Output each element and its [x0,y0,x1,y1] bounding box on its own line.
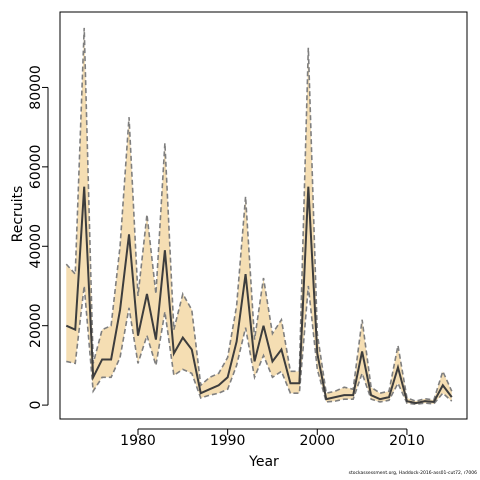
x-tick-label: 2010 [389,433,425,449]
y-tick-label: 60000 [28,145,44,190]
estimate-line [65,186,453,405]
confidence-band [66,27,452,405]
y-axis-title: Recruits [10,186,26,243]
source-footnote: stockassessment.org, Haddock-2016-ass01-… [348,471,477,476]
x-tick-label: 1990 [210,433,246,449]
y-tick-label: 80000 [28,65,44,110]
y-tick-label: 20000 [28,303,44,348]
lower-bound-line [66,285,453,406]
y-tick-label: 0 [28,401,44,410]
x-tick-label: 2000 [299,433,335,449]
axes: 1980 1990 2000 2010 0 20000 40000 60000 80000 [28,11,468,449]
x-axis-title: Year [248,454,279,470]
x-tick-label: 1980 [120,433,156,449]
plot-area [65,27,453,406]
y-tick-label: 40000 [28,224,44,269]
plot-frame [59,11,468,420]
upper-bound-line [65,27,453,402]
